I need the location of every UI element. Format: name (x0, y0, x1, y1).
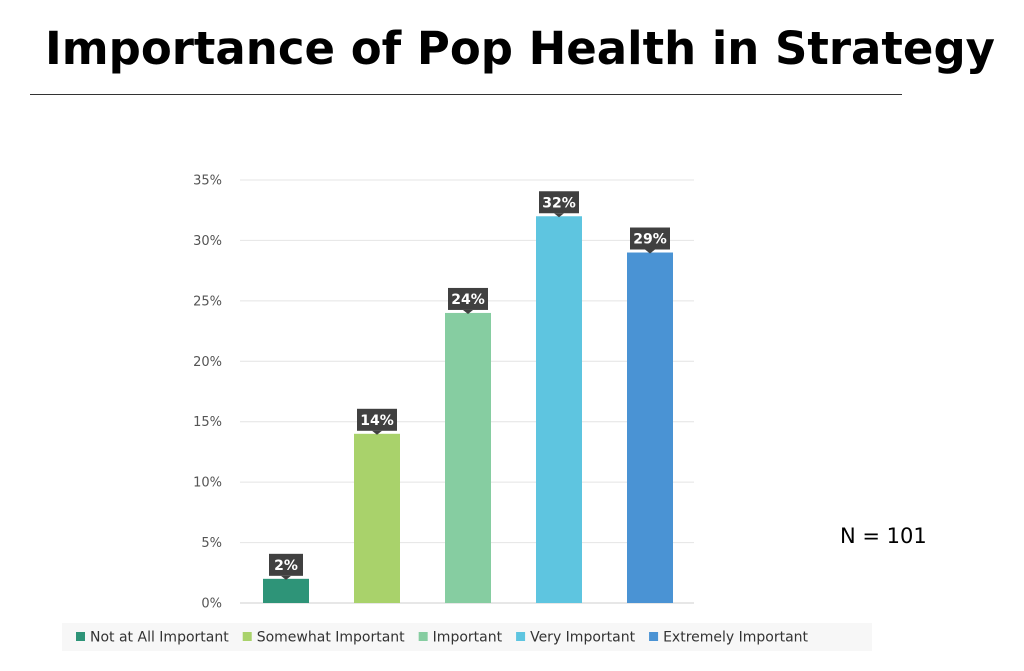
data-label-pointer (554, 213, 564, 218)
bar-somewhat-important (354, 433, 400, 603)
y-axis-ticks: 0% 5% 10% 15% 20% 25% 30% 35% (193, 174, 222, 612)
sample-size-note: N = 101 (840, 524, 927, 548)
legend-item: Very Important (530, 630, 636, 646)
legend-item: Important (433, 630, 503, 646)
slide-title: Importance of Pop Health in Strategy (44, 22, 996, 75)
data-label: 14% (360, 413, 394, 429)
y-tick-label: 0% (201, 597, 222, 612)
y-tick-label: 25% (193, 294, 222, 309)
bar-important (445, 312, 491, 603)
y-tick-label: 30% (193, 234, 222, 249)
data-label-pointer (645, 249, 655, 254)
bar-extremely-important (627, 252, 673, 603)
data-label-box (357, 408, 397, 431)
chart-legend: Not at All Important Somewhat Important Im… (62, 623, 872, 651)
legend-item: Not at All Important (90, 630, 229, 646)
bar-very-important (536, 216, 582, 603)
chart-data-labels: 2% 14% 24% 32% 29% (269, 191, 670, 580)
y-tick-label: 35% (193, 174, 222, 189)
data-label-pointer (281, 575, 291, 580)
data-label-box (630, 227, 670, 250)
legend-item: Somewhat Important (257, 630, 405, 646)
legend-swatch (242, 632, 252, 641)
legend-swatch (516, 632, 526, 641)
legend-swatch (76, 632, 85, 641)
y-tick-label: 20% (193, 355, 222, 370)
legend-swatch (418, 632, 428, 641)
y-tick-label: 5% (201, 536, 222, 551)
data-label: 32% (542, 195, 576, 211)
data-label-box (539, 191, 579, 214)
chart-gridlines (240, 179, 694, 604)
bar-not-at-all-important (263, 578, 309, 603)
data-label-box (448, 287, 488, 310)
data-label-pointer (463, 309, 473, 314)
chart-bars (263, 216, 673, 603)
data-label: 29% (633, 232, 667, 248)
data-label: 2% (274, 558, 298, 574)
legend-background (62, 623, 872, 651)
y-tick-label: 15% (193, 415, 222, 430)
data-label-box (269, 553, 303, 576)
legend-item: Extremely Important (663, 630, 808, 646)
y-tick-label: 10% (193, 476, 222, 491)
data-label: 24% (451, 292, 485, 308)
legend-swatch (649, 632, 659, 641)
data-label-pointer (372, 430, 382, 435)
title-divider (30, 94, 902, 95)
